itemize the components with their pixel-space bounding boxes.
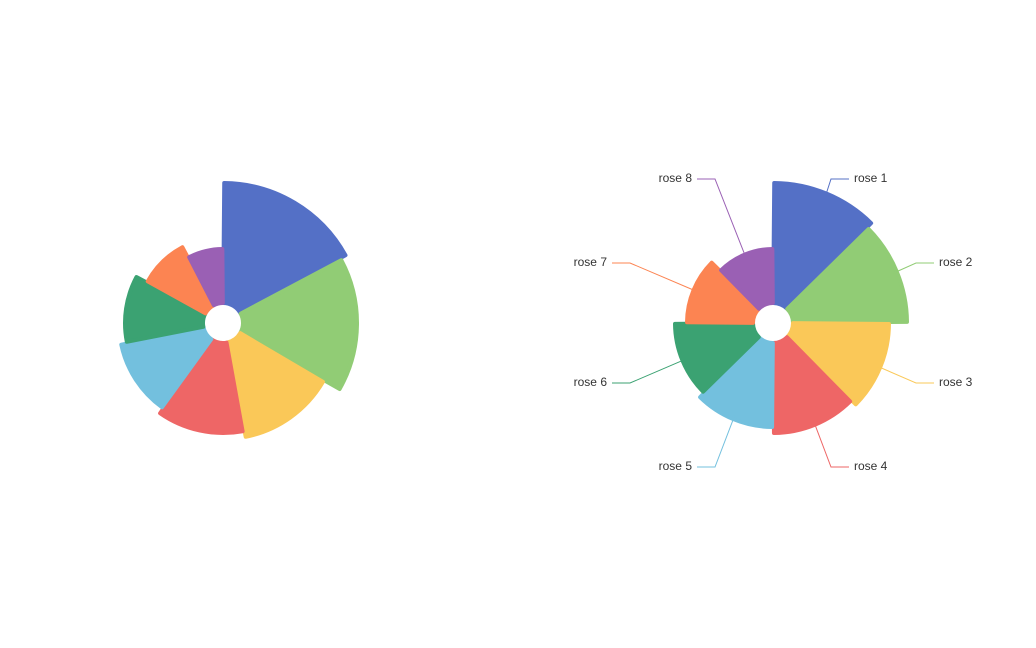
slice-label: rose 7 — [574, 255, 608, 269]
rose-sector — [238, 258, 359, 391]
slice-label: rose 1 — [854, 171, 888, 185]
rose-sector — [698, 335, 775, 429]
label-line — [612, 262, 698, 293]
slice-label: rose 4 — [854, 459, 888, 473]
rose-sector — [771, 181, 874, 311]
label-line — [892, 262, 934, 274]
label-line — [612, 358, 687, 384]
rose-sector — [221, 181, 348, 316]
rose-sector — [685, 260, 761, 325]
label-line — [824, 178, 849, 198]
label-line — [697, 415, 736, 468]
slice-label: rose 5 — [659, 459, 693, 473]
rose-sector — [771, 335, 853, 435]
label-line — [876, 365, 934, 384]
rose-sector — [224, 331, 325, 439]
rose-sector — [673, 321, 761, 394]
rose-sector — [158, 337, 245, 435]
slice-label: rose 6 — [574, 375, 608, 389]
rose-sector — [123, 275, 208, 344]
rose-sector — [187, 247, 225, 308]
label-line — [697, 178, 747, 259]
rose-sector — [145, 245, 216, 316]
label-line — [813, 420, 849, 468]
slice-label: rose 3 — [939, 375, 973, 389]
rose-sector — [119, 325, 214, 410]
slice-label: rose 2 — [939, 255, 973, 269]
rose-sector — [719, 247, 775, 311]
rose-sector — [785, 321, 891, 407]
rose-sector — [785, 227, 909, 325]
slice-label: rose 8 — [659, 171, 693, 185]
